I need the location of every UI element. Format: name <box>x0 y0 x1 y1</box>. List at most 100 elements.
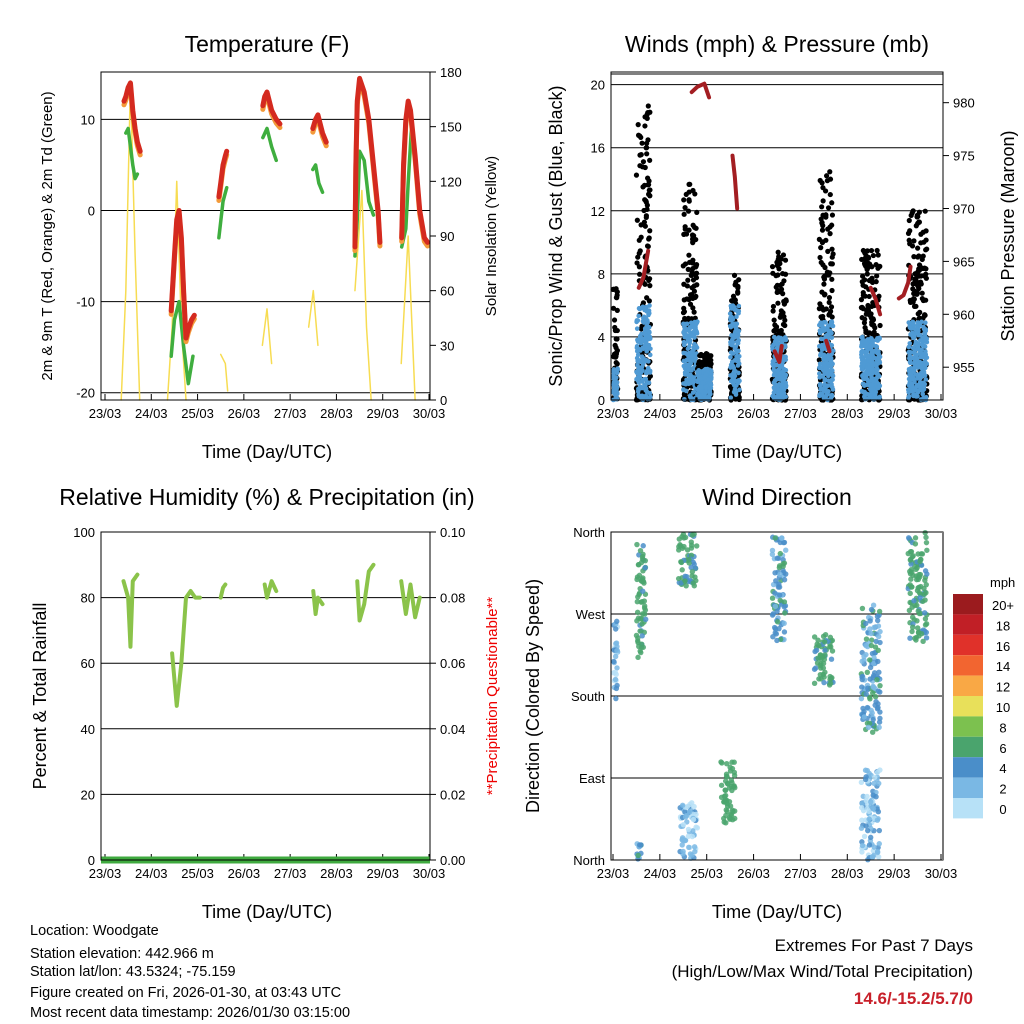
wind-speed-point <box>728 341 733 347</box>
gust-point <box>912 276 918 282</box>
wind-speed-point <box>870 339 875 345</box>
gust-point <box>636 264 642 270</box>
wind-speed-point <box>780 378 786 384</box>
wind-speed-point <box>817 361 823 367</box>
direction-point <box>863 823 869 829</box>
direction-point <box>774 619 781 625</box>
gust-point <box>820 313 826 320</box>
direction-point <box>727 811 734 818</box>
gust-point <box>864 271 870 277</box>
direction-point <box>922 530 928 536</box>
wind-speed-point <box>693 324 698 330</box>
direction-point <box>874 769 881 776</box>
direction-point <box>721 799 727 805</box>
direction-point <box>727 768 734 774</box>
wind-speed-point <box>909 381 915 387</box>
wind-speed-point <box>727 311 733 316</box>
direction-point <box>688 545 695 551</box>
wind-speed-point <box>731 378 737 383</box>
wind-speed-point <box>634 345 640 351</box>
direction-point <box>908 566 914 573</box>
y2-tick-label: 90 <box>440 229 454 244</box>
direction-point <box>875 854 882 860</box>
wind-speed-point <box>770 359 776 365</box>
direction-point <box>921 610 928 616</box>
gust-point <box>863 253 869 259</box>
gust-point <box>916 273 922 279</box>
gust-point <box>635 122 641 128</box>
wind-speed-point <box>691 375 697 381</box>
wind-speed-point <box>913 394 919 399</box>
direction-point <box>724 760 730 767</box>
direction-point <box>909 584 915 590</box>
direction-point <box>769 547 776 554</box>
gust-point <box>916 267 923 273</box>
dewpoint-line <box>217 185 229 240</box>
gust-point <box>770 308 776 314</box>
direction-point <box>679 802 686 808</box>
direction-point <box>774 608 780 615</box>
wind-speed-point <box>646 344 652 350</box>
wind-speed-point <box>873 394 879 400</box>
legend-swatch <box>953 757 983 778</box>
direction-point <box>914 602 920 609</box>
legend-swatch <box>953 696 983 717</box>
gust-point <box>869 264 875 270</box>
direction-point <box>874 617 881 624</box>
winds-panel: Winds (mph) & Pressure (mb) Time (Day/UT… <box>546 31 1018 462</box>
direction-point <box>613 671 619 678</box>
direction-point <box>923 635 930 641</box>
y-tick-label: 20 <box>81 787 95 802</box>
x-tick-label: 27/03 <box>784 406 817 421</box>
wind-speed-point <box>828 321 834 327</box>
solar-insolation-line <box>261 308 273 365</box>
gust-point <box>921 273 928 279</box>
gust-point <box>772 326 779 332</box>
pressure-line <box>896 264 913 301</box>
x-tick-label: 25/03 <box>690 866 723 881</box>
wind-speed-point <box>644 349 650 354</box>
wind-speed-point <box>864 352 870 358</box>
direction-point <box>922 622 929 628</box>
wind-speed-point <box>636 386 641 392</box>
wind-speed-point <box>820 344 826 350</box>
gust-point <box>872 325 878 331</box>
direction-point <box>613 685 620 692</box>
direction-point <box>915 585 921 591</box>
wind-speed-point <box>920 365 925 371</box>
direction-point <box>811 634 818 640</box>
wind-speed-point <box>906 320 912 325</box>
direction-point <box>863 691 869 697</box>
wind-speed-point <box>732 368 737 374</box>
gust-point <box>641 207 647 214</box>
direction-point <box>867 618 873 624</box>
gust-point <box>910 208 916 214</box>
direction-point <box>860 793 866 800</box>
x-tick-label: 26/03 <box>737 866 770 881</box>
x-tick-label: 25/03 <box>181 866 214 881</box>
humidity-xlabel: Time (Day/UTC) <box>202 902 332 922</box>
gust-point <box>862 293 868 299</box>
y-tick-label: North <box>573 525 605 540</box>
gust-point <box>923 266 929 272</box>
y-tick-label: 60 <box>81 656 95 671</box>
gust-point <box>681 309 688 315</box>
gust-point <box>859 279 865 285</box>
wind-speed-point <box>917 338 923 343</box>
y-tick-label: 12 <box>591 204 605 219</box>
gust-point <box>817 177 823 184</box>
gust-point <box>634 260 640 266</box>
wind-speed-point <box>864 349 870 354</box>
gust-point <box>775 249 781 255</box>
gust-point <box>611 317 618 323</box>
gust-point <box>909 243 916 249</box>
wind-speed-point <box>732 344 738 350</box>
gust-point <box>692 294 698 301</box>
wind-speed-point <box>647 330 652 335</box>
gust-point <box>686 252 692 258</box>
gust-point <box>923 247 929 253</box>
gust-point <box>873 279 879 285</box>
gust-point <box>693 270 700 276</box>
direction-point <box>723 771 730 777</box>
direction-point <box>821 674 827 680</box>
